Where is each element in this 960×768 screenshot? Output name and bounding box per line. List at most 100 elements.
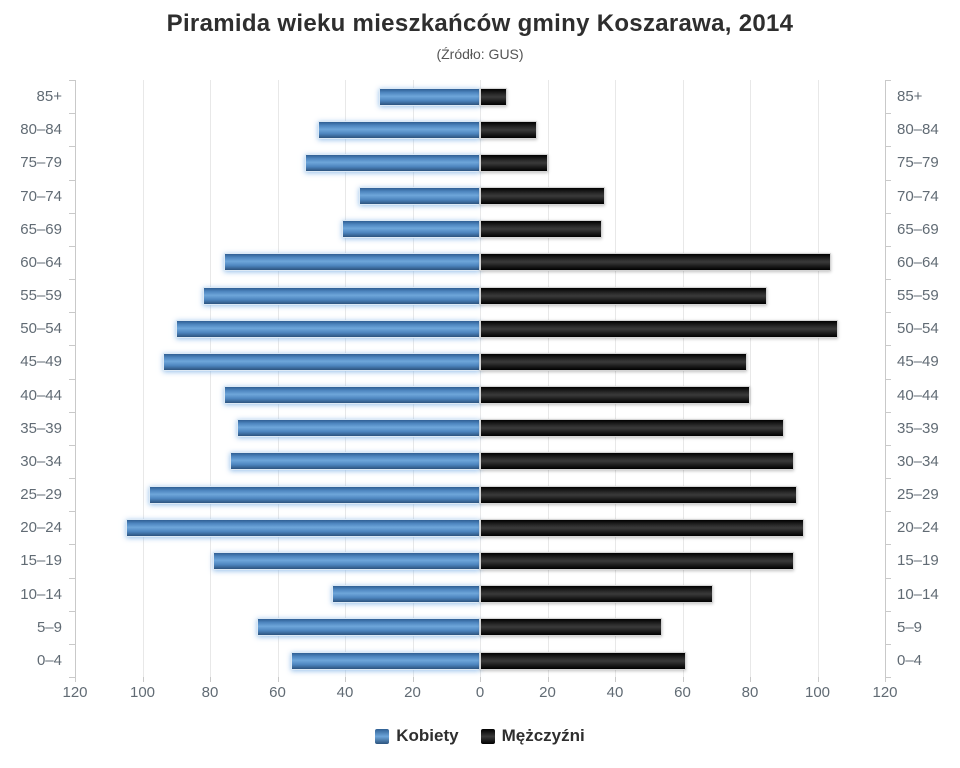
y-axis-tick-right	[885, 245, 891, 247]
y-axis-label: 15–19	[897, 552, 939, 570]
pyramid-row	[75, 511, 885, 544]
y-axis-tick-right	[885, 345, 891, 347]
y-axis-tick-right	[885, 610, 891, 612]
y-axis-label: 45–49	[897, 353, 939, 371]
row-right-half	[480, 153, 885, 172]
row-left-half	[75, 253, 480, 272]
bar-men-70–74	[480, 187, 605, 206]
x-axis-tick	[750, 677, 751, 682]
row-left-half	[75, 651, 480, 670]
pyramid-row	[75, 478, 885, 511]
row-right-half	[480, 286, 885, 305]
gridline	[142, 80, 144, 677]
y-axis-label: 10–14	[20, 585, 62, 603]
y-axis-label: 60–64	[20, 253, 62, 271]
row-left-half	[75, 485, 480, 504]
pyramid-row	[75, 379, 885, 412]
y-axis-tick-left	[69, 411, 75, 413]
bar-women-50–54	[176, 319, 480, 338]
y-axis-label: 65–69	[897, 220, 939, 238]
x-axis-tick	[75, 677, 76, 682]
chart-subtitle: (Źródło: GUS)	[436, 46, 524, 62]
x-axis-label: 100	[129, 684, 156, 701]
legend-item-men[interactable]: Mężczyźni	[480, 726, 585, 746]
pyramid-row	[75, 445, 885, 478]
bar-men-30–34	[480, 452, 794, 471]
x-axis-tick	[547, 677, 549, 682]
bar-women-75–79	[304, 153, 480, 172]
bar-men-20–24	[480, 518, 804, 537]
y-axis-label: 15–19	[20, 552, 62, 570]
gridline	[682, 80, 684, 677]
y-axis-label: 35–39	[20, 419, 62, 437]
y-axis-tick-right	[885, 279, 891, 280]
x-axis-label: 0	[475, 684, 485, 701]
y-axis-label: 50–54	[20, 320, 62, 338]
y-axis-tick-right	[885, 312, 891, 314]
y-axis-tick-right	[885, 444, 891, 446]
bar-women-15–19	[213, 551, 480, 570]
y-axis-tick-right	[885, 478, 891, 479]
gridline	[412, 80, 414, 677]
row-right-half	[480, 319, 885, 338]
bar-men-10–14	[480, 585, 713, 604]
row-right-half	[480, 618, 885, 637]
bar-women-25–29	[149, 485, 480, 504]
row-left-half	[75, 386, 480, 405]
row-right-half	[480, 651, 885, 670]
x-axis-label: 60	[674, 684, 691, 701]
bar-women-40–44	[223, 386, 480, 405]
y-axis-label: 25–29	[897, 486, 939, 504]
y-axis-label: 85+	[36, 88, 62, 106]
y-axis-tick-right	[885, 113, 891, 115]
row-right-half	[480, 187, 885, 206]
x-axis-label: 20	[539, 684, 556, 701]
gridline	[210, 80, 211, 677]
x-axis-tick	[412, 677, 414, 682]
bar-men-65–69	[480, 220, 602, 239]
pyramid-row	[75, 611, 885, 644]
row-left-half	[75, 551, 480, 570]
bar-women-35–39	[237, 419, 480, 438]
y-axis-label: 75–79	[897, 154, 939, 172]
row-left-half	[75, 187, 480, 206]
bar-women-20–24	[125, 518, 480, 537]
bar-women-65–69	[341, 220, 480, 239]
bar-women-70–74	[358, 187, 480, 206]
gridline	[345, 80, 346, 677]
y-axis-label: 45–49	[20, 353, 62, 371]
pyramid-row	[75, 578, 885, 611]
x-axis-tick	[480, 677, 481, 682]
y-axis-label: 55–59	[20, 287, 62, 305]
y-axis-tick-right	[885, 643, 891, 645]
y-axis-tick-left	[69, 146, 75, 148]
y-axis-tick-right	[885, 677, 891, 678]
y-axis-tick-right	[885, 80, 891, 81]
y-axis-label: 0–4	[36, 652, 62, 669]
chart-title: Piramida wieku mieszkańców gminy Koszara…	[166, 10, 794, 37]
row-right-half	[480, 220, 885, 239]
y-axis-label: 5–9	[36, 618, 62, 636]
row-left-half	[75, 585, 480, 604]
gridline	[750, 80, 751, 677]
y-axis-label: 25–29	[20, 486, 62, 504]
bar-women-0–4	[291, 651, 480, 670]
row-right-half	[480, 120, 885, 139]
gridline	[547, 80, 549, 677]
x-axis-tick	[817, 677, 819, 682]
bar-women-5–9	[257, 618, 480, 637]
y-axis-tick-left	[69, 345, 75, 347]
y-axis-tick-left	[69, 312, 75, 314]
bar-women-10–14	[331, 585, 480, 604]
bar-men-60–64	[480, 253, 831, 272]
x-axis-label: 120	[62, 684, 88, 701]
y-axis-tick-right	[885, 411, 891, 413]
y-axis-label: 50–54	[897, 320, 939, 338]
bar-women-45–49	[162, 352, 480, 371]
bar-women-55–59	[203, 286, 480, 305]
y-axis-label: 10–14	[897, 585, 939, 603]
x-axis-label: 20	[404, 684, 421, 701]
x-axis-label: 60	[269, 684, 286, 701]
legend-item-women[interactable]: Kobiety	[375, 726, 459, 746]
y-axis-tick-left	[69, 544, 75, 546]
